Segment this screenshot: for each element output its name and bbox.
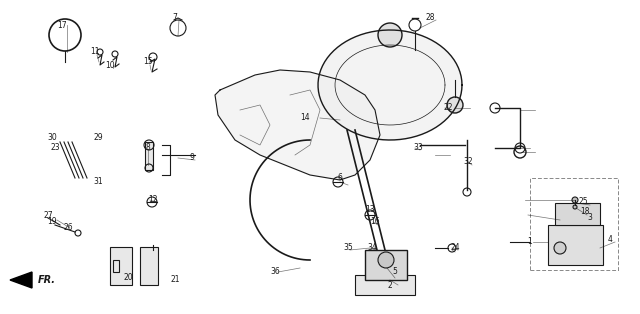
Text: 11: 11 xyxy=(90,47,100,57)
Circle shape xyxy=(447,97,463,113)
Text: 9: 9 xyxy=(189,154,195,163)
Text: 25: 25 xyxy=(578,198,588,207)
Bar xyxy=(355,275,415,295)
Bar xyxy=(548,225,603,265)
Text: 19: 19 xyxy=(47,218,57,226)
Text: 3: 3 xyxy=(588,214,593,223)
Text: 28: 28 xyxy=(425,14,435,23)
Text: 14: 14 xyxy=(300,113,310,122)
Circle shape xyxy=(554,242,566,254)
Polygon shape xyxy=(215,70,380,180)
Text: 18: 18 xyxy=(580,208,589,216)
Text: 36: 36 xyxy=(270,268,280,277)
Text: FR.: FR. xyxy=(38,275,56,285)
Text: 4: 4 xyxy=(607,236,612,245)
Circle shape xyxy=(378,252,394,268)
Text: 35: 35 xyxy=(343,243,353,252)
Text: 12: 12 xyxy=(148,196,157,204)
Text: 22: 22 xyxy=(444,104,452,112)
Text: 17: 17 xyxy=(57,20,67,30)
Text: 20: 20 xyxy=(123,273,133,283)
Text: 7: 7 xyxy=(173,14,177,23)
Text: 33: 33 xyxy=(413,143,423,153)
Bar xyxy=(113,260,119,272)
Polygon shape xyxy=(10,272,32,288)
Text: 1: 1 xyxy=(527,237,532,246)
Text: 2: 2 xyxy=(388,280,392,290)
Text: 30: 30 xyxy=(47,133,57,143)
Circle shape xyxy=(573,205,577,209)
Text: 29: 29 xyxy=(93,133,103,143)
Bar xyxy=(140,247,158,285)
Text: 16: 16 xyxy=(370,218,380,226)
Text: 10: 10 xyxy=(105,61,115,69)
Text: 24: 24 xyxy=(450,243,460,252)
Text: 23: 23 xyxy=(50,143,60,153)
Polygon shape xyxy=(318,30,462,140)
Text: 15: 15 xyxy=(143,57,153,67)
Circle shape xyxy=(378,23,402,47)
Bar xyxy=(145,142,153,170)
Text: 5: 5 xyxy=(392,268,397,277)
Text: 8: 8 xyxy=(146,143,150,153)
Circle shape xyxy=(572,197,578,203)
Bar xyxy=(365,250,407,280)
Bar xyxy=(555,203,600,225)
Text: 6: 6 xyxy=(337,174,342,182)
Text: 34: 34 xyxy=(367,243,377,252)
Text: 27: 27 xyxy=(43,210,53,219)
Text: 32: 32 xyxy=(463,158,473,166)
Text: 21: 21 xyxy=(170,275,180,284)
Text: 26: 26 xyxy=(63,224,73,232)
Bar xyxy=(110,247,132,285)
Text: 13: 13 xyxy=(365,205,375,214)
Text: 31: 31 xyxy=(93,177,103,187)
